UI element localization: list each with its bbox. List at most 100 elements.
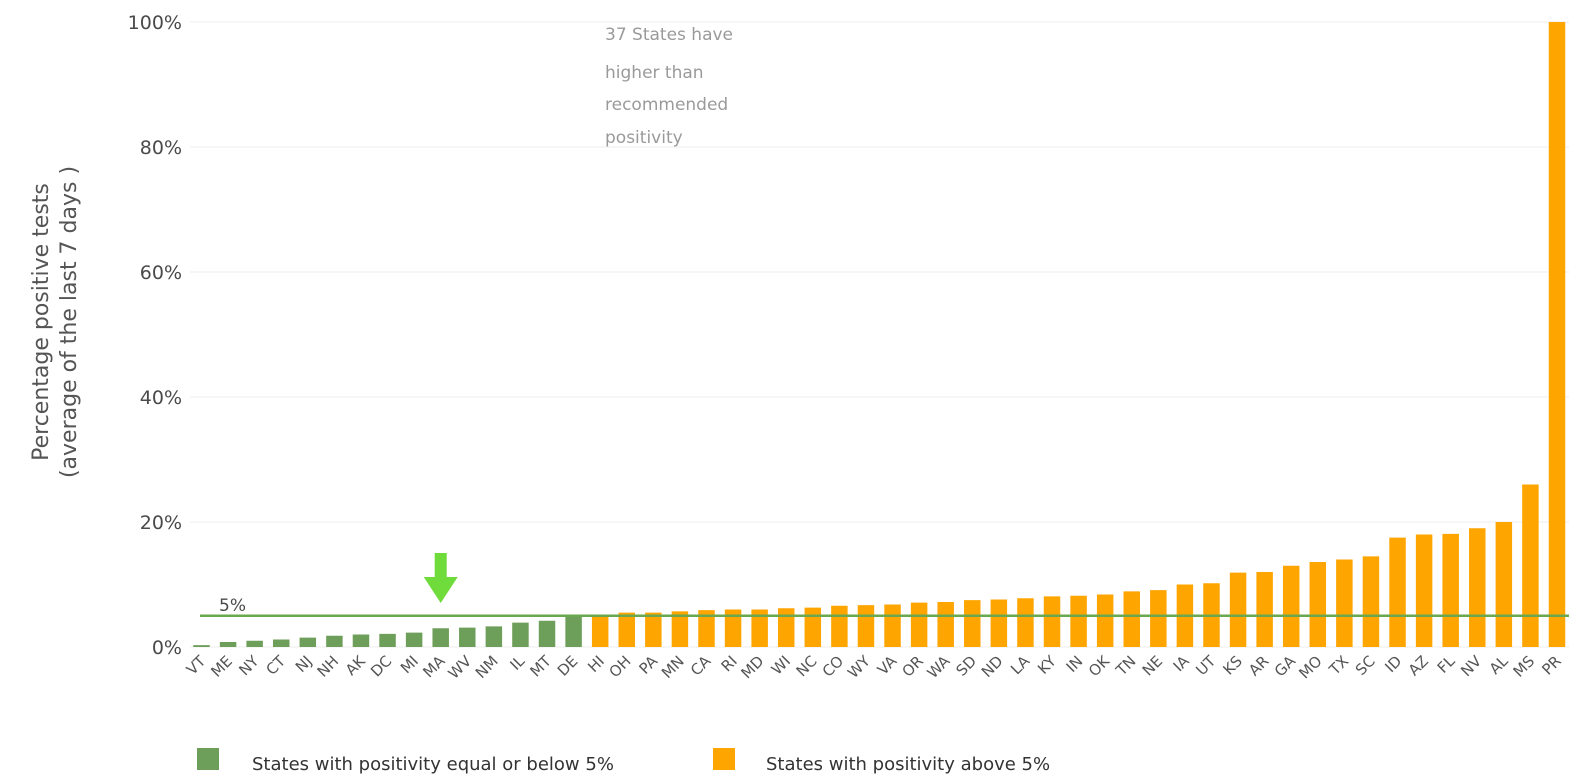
x-tick-label: KS bbox=[1219, 652, 1245, 678]
x-tick-label: CO bbox=[819, 652, 847, 680]
bar-dc bbox=[379, 633, 396, 647]
bar-sd bbox=[964, 600, 981, 647]
annotation-line-4: positivity bbox=[605, 128, 683, 148]
x-tick-label: NJ bbox=[292, 652, 316, 676]
y-tick-label: 40% bbox=[140, 387, 182, 409]
bar-la bbox=[1017, 598, 1034, 647]
bar-vt bbox=[193, 645, 210, 647]
y-axis-ticks: 0% 20% 40% 60% 80% 100% bbox=[128, 12, 182, 659]
x-tick-label: PA bbox=[635, 652, 661, 678]
bar-id bbox=[1389, 537, 1406, 647]
bar-hi bbox=[591, 615, 609, 647]
x-tick-label: IN bbox=[1063, 652, 1087, 676]
bar-az bbox=[1415, 534, 1433, 647]
bar-mi bbox=[405, 632, 423, 647]
x-tick-label: AR bbox=[1245, 652, 1272, 679]
bar-in bbox=[1070, 595, 1087, 647]
bars bbox=[193, 22, 1566, 647]
bar-tn bbox=[1123, 591, 1140, 647]
bar-ca bbox=[698, 610, 715, 647]
bar-wi bbox=[777, 608, 795, 647]
y-axis-label-line-2: (average of the last 7 days ) bbox=[57, 166, 82, 478]
bar-ok bbox=[1096, 594, 1114, 647]
legend-label-above: States with positivity above 5% bbox=[766, 754, 1050, 775]
bar-mo bbox=[1309, 562, 1327, 647]
x-tick-label: WI bbox=[768, 652, 794, 678]
x-tick-label: WA bbox=[924, 652, 954, 682]
arrow-shaft bbox=[434, 553, 447, 579]
x-tick-label: ID bbox=[1381, 652, 1405, 676]
bar-al bbox=[1495, 522, 1513, 647]
legend-swatch-below bbox=[197, 748, 219, 770]
y-axis-label-line-1: Percentage positive tests bbox=[29, 183, 54, 461]
bar-fl bbox=[1442, 533, 1459, 647]
x-tick-label: NV bbox=[1457, 652, 1485, 680]
x-tick-label: IL bbox=[507, 652, 529, 674]
x-tick-label: WY bbox=[844, 652, 874, 682]
x-tick-label: OK bbox=[1085, 651, 1114, 680]
x-tick-label: WV bbox=[445, 652, 476, 683]
bar-nm bbox=[485, 626, 503, 647]
y-tick-label: 60% bbox=[140, 262, 182, 284]
legend: States with positivity equal or below 5%… bbox=[197, 748, 1050, 775]
bar-nd bbox=[990, 599, 1008, 647]
bar-ms bbox=[1522, 484, 1539, 647]
bar-ne bbox=[1150, 590, 1167, 647]
bar-or bbox=[910, 602, 928, 647]
legend-label-below: States with positivity equal or below 5% bbox=[252, 754, 614, 775]
y-tick-label: 80% bbox=[140, 137, 182, 159]
x-tick-label: NM bbox=[472, 652, 502, 682]
bar-tx bbox=[1336, 559, 1353, 647]
x-tick-label: OR bbox=[898, 652, 926, 680]
bar-nc bbox=[804, 607, 822, 647]
x-tick-label: TX bbox=[1325, 652, 1352, 679]
x-tick-label: SD bbox=[952, 652, 980, 680]
bar-ny bbox=[246, 640, 263, 647]
x-tick-label: MT bbox=[526, 652, 555, 681]
x-tick-label: OH bbox=[606, 652, 635, 681]
y-tick-label: 0% bbox=[152, 637, 182, 659]
x-tick-label: DC bbox=[367, 652, 395, 680]
bar-oh bbox=[618, 612, 635, 647]
x-tick-label: IA bbox=[1170, 652, 1194, 676]
bar-pa bbox=[645, 612, 662, 647]
x-tick-label: NC bbox=[793, 652, 821, 680]
bar-ky bbox=[1043, 596, 1061, 647]
threshold-group: 5% bbox=[200, 596, 1569, 617]
bar-ks bbox=[1229, 572, 1247, 647]
x-tick-label: MI bbox=[397, 652, 422, 677]
x-tick-label: AL bbox=[1486, 652, 1512, 678]
annotation-line-1: 37 States have bbox=[605, 25, 733, 45]
x-tick-label: MO bbox=[1295, 652, 1325, 682]
bar-wv bbox=[459, 627, 476, 647]
bar-de bbox=[565, 616, 582, 647]
x-tick-label: RI bbox=[718, 652, 741, 675]
x-tick-label: GA bbox=[1271, 652, 1300, 681]
bar-me bbox=[219, 642, 237, 647]
x-tick-label: MS bbox=[1510, 652, 1539, 681]
bar-md bbox=[751, 609, 768, 647]
bar-nv bbox=[1469, 528, 1486, 647]
bar-ak bbox=[352, 634, 370, 647]
bar-co bbox=[831, 605, 848, 647]
annotation-line-3: recommended bbox=[605, 95, 728, 115]
bar-pr bbox=[1548, 22, 1566, 647]
y-axis-label: Percentage positive tests (average of th… bbox=[29, 166, 82, 478]
x-tick-label: VT bbox=[183, 652, 210, 679]
legend-swatch-above bbox=[713, 748, 735, 770]
bar-ct bbox=[272, 639, 290, 647]
x-tick-label: LA bbox=[1007, 652, 1034, 679]
x-tick-label: SC bbox=[1352, 652, 1379, 679]
x-tick-label: MN bbox=[658, 652, 688, 682]
arrow-head bbox=[423, 577, 458, 603]
y-tick-label: 100% bbox=[128, 12, 182, 34]
y-tick-label: 20% bbox=[140, 512, 182, 534]
x-tick-label: MA bbox=[419, 652, 449, 682]
bar-ar bbox=[1256, 572, 1273, 647]
x-tick-label: TN bbox=[1112, 652, 1140, 680]
bar-ma bbox=[432, 628, 449, 647]
x-tick-label: CA bbox=[687, 652, 715, 680]
x-tick-label: NY bbox=[235, 652, 263, 680]
